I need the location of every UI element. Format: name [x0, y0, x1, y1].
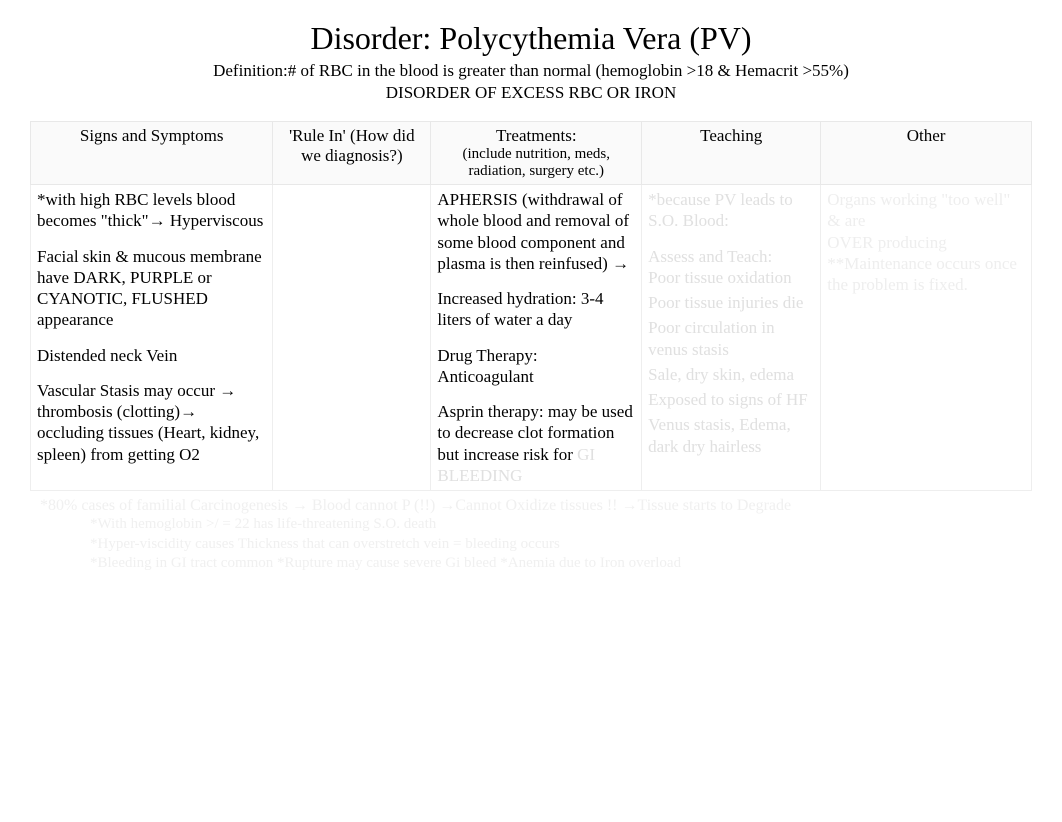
other-p1: Organs working "too well" & are [827, 189, 1025, 232]
footer-line-2: *With hemoglobin >/ = 22 has life-threat… [30, 515, 1032, 535]
teach-item: Poor tissue oxidation [648, 267, 814, 288]
footer-line-4: *Bleeding in GI tract common *Rupture ma… [30, 554, 1032, 574]
header-signs: Signs and Symptoms [31, 122, 273, 185]
table-content-row: *with high RBC levels blood becomes "thi… [31, 185, 1032, 491]
teach-item: Venus stasis, Edema, dark dry hairless [648, 414, 814, 457]
teach-item: Poor tissue injuries die [648, 292, 814, 313]
header-treat-l1: Treatments: [496, 126, 577, 145]
treat-p1: APHERSIS (withdrawal of whole blood and … [437, 189, 635, 274]
footer-line-1: *80% cases of familial Carcinogenesis → … [30, 497, 1032, 515]
header-rulein-l2: we diagnosis?) [301, 146, 403, 165]
treat-p4: Asprin therapy: may be used to decrease … [437, 401, 635, 486]
cell-signs: *with high RBC levels blood becomes "thi… [31, 185, 273, 491]
subtitle-text: DISORDER OF EXCESS RBC OR IRON [30, 83, 1032, 103]
signs-p1: *with high RBC levels blood becomes "thi… [37, 189, 266, 232]
treat-p4a: Asprin therapy: may be used to decrease … [437, 402, 632, 464]
header-rulein: 'Rule In' (How did we diagnosis?) [273, 122, 431, 185]
header-other: Other [821, 122, 1032, 185]
header-treat-l3: radiation, surgery etc.) [437, 163, 635, 180]
other-p2: OVER producing [827, 232, 1025, 253]
teach-item: Sale, dry skin, edema [648, 364, 814, 385]
treat-p3: Drug Therapy: Anticoagulant [437, 345, 635, 388]
header-treat-l2: (include nutrition, meds, [437, 146, 635, 163]
signs-p4: Vascular Stasis may occur → thrombosis (… [37, 380, 266, 465]
header-treatments: Treatments: (include nutrition, meds, ra… [431, 122, 642, 185]
signs-p2: Facial skin & mucous membrane have DARK,… [37, 246, 266, 331]
treat-p2: Increased hydration: 3-4 liters of water… [437, 288, 635, 331]
signs-p3: Distended neck Vein [37, 345, 266, 366]
other-p3: **Maintenance occurs once the problem is… [827, 253, 1025, 296]
cell-other: Organs working "too well" & are OVER pro… [821, 185, 1032, 491]
footer-line-3: *Hyper-viscidity causes Thickness that c… [30, 535, 1032, 555]
page-title: Disorder: Polycythemia Vera (PV) [30, 20, 1032, 57]
teach-header: Assess and Teach: [648, 246, 814, 267]
cell-rulein [273, 185, 431, 491]
teach-item: Poor circulation in venus stasis [648, 317, 814, 360]
teach-list: Poor tissue oxidation Poor tissue injuri… [648, 267, 814, 457]
header-teaching: Teaching [642, 122, 821, 185]
teach-intro: *because PV leads to S.O. Blood: [648, 189, 814, 232]
disorder-table: Signs and Symptoms 'Rule In' (How did we… [30, 121, 1032, 491]
teach-item: Exposed to signs of HF [648, 389, 814, 410]
table-header-row: Signs and Symptoms 'Rule In' (How did we… [31, 122, 1032, 185]
cell-treatments: APHERSIS (withdrawal of whole blood and … [431, 185, 642, 491]
header-rulein-l1: 'Rule In' (How did [289, 126, 415, 145]
definition-text: Definition:# of RBC in the blood is grea… [30, 61, 1032, 81]
cell-teaching: *because PV leads to S.O. Blood: Assess … [642, 185, 821, 491]
